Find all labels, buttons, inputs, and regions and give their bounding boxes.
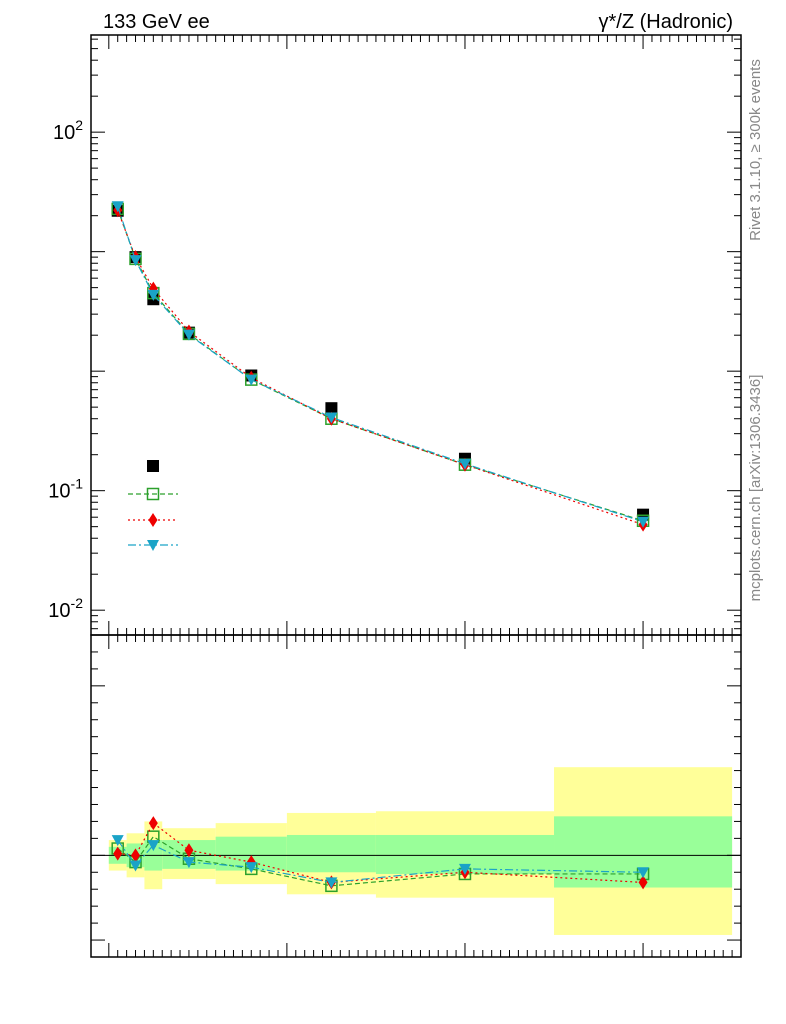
main-panel: 10-2 10-1 102 (48, 34, 742, 636)
mcplots-label: mcplots.cern.ch [arXiv:1306.3436] (747, 375, 764, 602)
ratio-point-3 (111, 835, 124, 847)
ratio-point-2 (131, 848, 141, 863)
ratio-point-3 (325, 877, 338, 889)
series-line-1 (117, 208, 644, 522)
ratio-point-3 (129, 860, 142, 872)
y-tick-label: 10-2 (48, 595, 83, 622)
data-point-3 (245, 374, 258, 386)
legend-marker-1 (146, 487, 160, 501)
ratio-frame (90, 634, 742, 958)
rivet-label: Rivet 3.1.10, ≥ 300k events (747, 59, 764, 241)
ratio-point-3 (147, 840, 160, 852)
ratio-point-2 (148, 816, 158, 831)
y-tick-label: 102 (53, 117, 83, 144)
ratio-point-2 (184, 843, 194, 858)
ratio-line-2 (117, 822, 644, 884)
ratio-point-3 (637, 867, 650, 879)
ratio-line-1 (117, 835, 644, 887)
ratio-point-3 (458, 863, 471, 875)
series-line-2 (117, 210, 644, 526)
legend-marker-0 (147, 460, 159, 472)
data-point-3 (111, 201, 124, 213)
series-line-3 (117, 206, 644, 523)
legend-marker-2 (148, 513, 158, 527)
data-point-3 (458, 458, 471, 470)
uncertainty-band-inner (286, 834, 376, 873)
energy-title: 133 GeV ee (103, 11, 210, 33)
ratio-point-3 (245, 862, 258, 874)
data-point-3 (129, 255, 142, 267)
process-title: γ*/Z (Hadronic) (599, 11, 733, 33)
data-point-3 (147, 289, 160, 301)
ratio-point-3 (182, 857, 195, 869)
ratio-panel (90, 634, 742, 958)
y-tick-label: 10-1 (48, 476, 83, 503)
data-point-3 (637, 516, 650, 528)
data-point-3 (325, 412, 338, 424)
ratio-point-2 (113, 846, 123, 861)
ratio-point-2 (638, 875, 648, 890)
legend-marker-3 (147, 540, 159, 551)
data-point-3 (182, 329, 195, 341)
data-point-0 (325, 402, 338, 415)
